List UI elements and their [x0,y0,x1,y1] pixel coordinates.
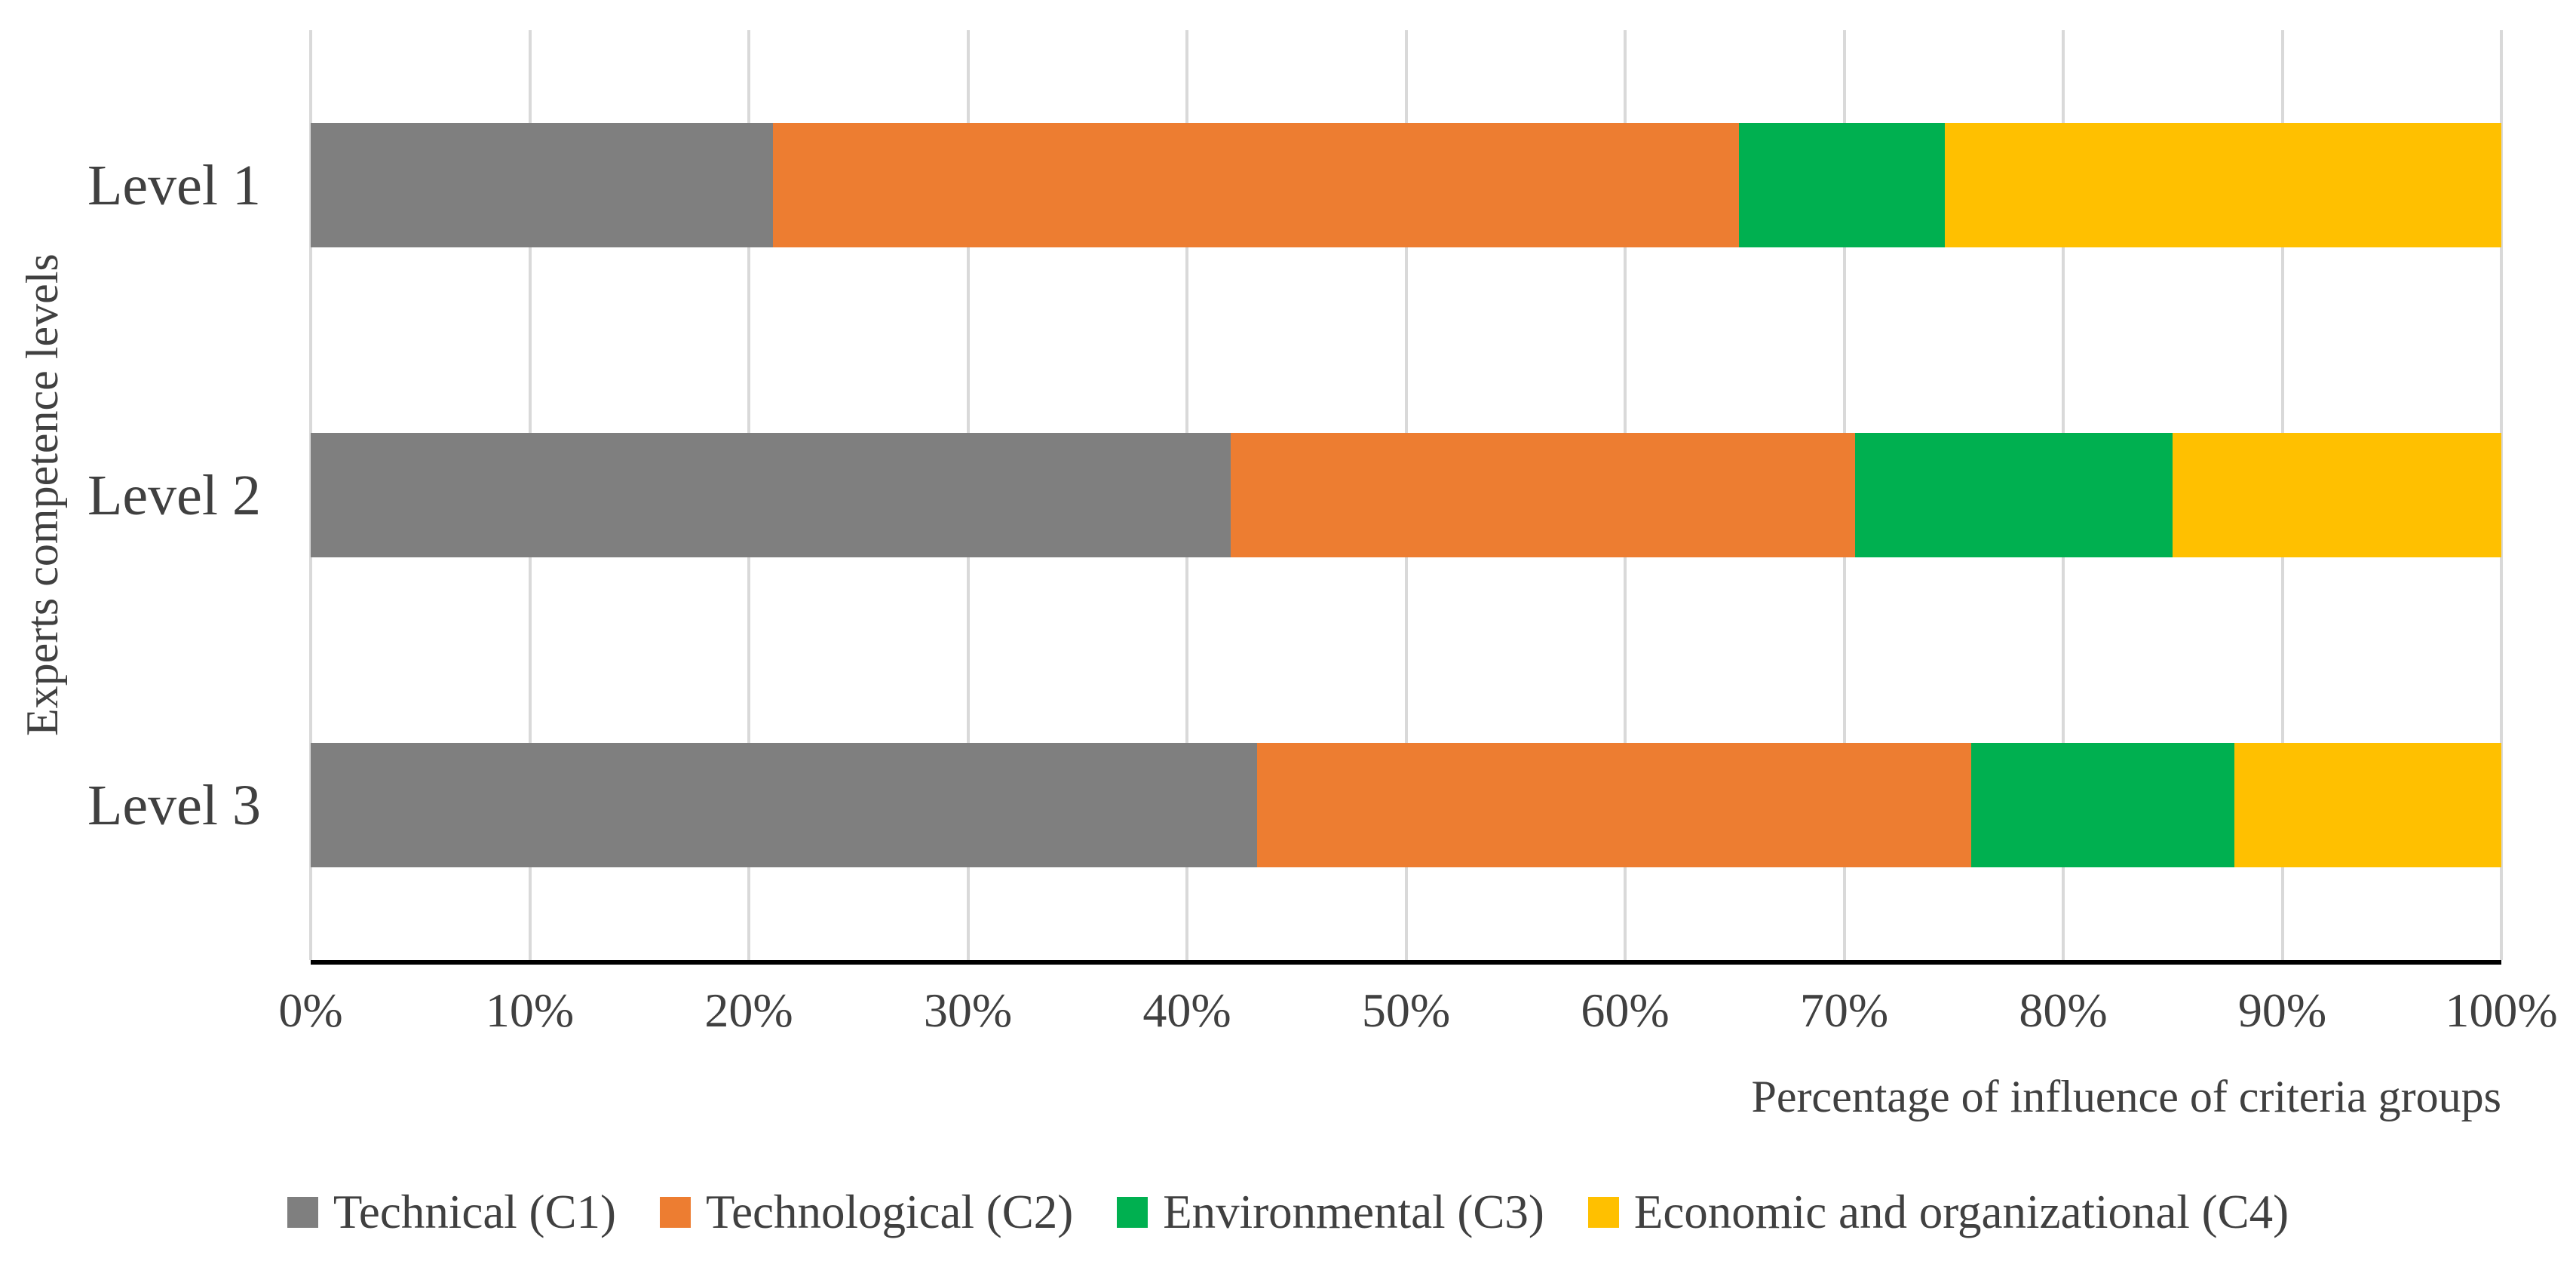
legend-swatch [1117,1196,1148,1228]
x-tick-label: 30% [923,983,1013,1037]
bar-segment [2234,743,2501,867]
legend-label: Environmental (C3) [1163,1185,1544,1238]
x-tick-label: 90% [2237,983,2327,1037]
bar-segment [1970,743,2234,867]
legend-item: Economic and organizational (C4) [1587,1185,2289,1238]
legend-item: Environmental (C3) [1117,1185,1544,1238]
x-tick-label: 10% [485,983,575,1037]
x-tick-label: 80% [2019,983,2108,1037]
x-tick-label: 20% [704,983,793,1037]
legend-item: Technical (C1) [287,1185,617,1238]
bar-segment [1945,123,2501,247]
bar-segment [311,433,1231,557]
category-label: Level 3 [87,773,261,837]
x-tick-label: 60% [1581,983,1670,1037]
bar-row [311,340,2501,650]
bar-segment [1256,743,1971,867]
bar-row [311,650,2501,960]
legend-label: Technical (C1) [333,1185,617,1238]
legend-item: Technological (C2) [660,1185,1074,1238]
bar-row [311,30,2501,340]
bar-segment [311,743,1257,867]
stacked-bar [311,123,2501,247]
x-tick-label: 100% [2445,983,2558,1037]
legend-swatch [660,1196,692,1228]
category-label: Level 1 [87,153,261,217]
legend: Technical (C1) Technological (C2) Environm… [0,1170,2576,1253]
bar-segment [2173,433,2501,557]
x-axis-title: Percentage of influence of criteria grou… [1751,1072,2501,1121]
bar-segment [1739,123,1946,247]
legend-swatch [1587,1196,1619,1228]
stacked-bar [311,743,2501,867]
gridline [2500,30,2503,960]
x-tick-label: 40% [1142,983,1231,1037]
x-tick-label: 50% [1361,983,1451,1037]
bar-segment [1231,433,1856,557]
legend-label: Technological (C2) [706,1185,1074,1238]
legend-swatch [287,1196,318,1228]
x-axis-tick-labels: 0% 10% 20% 30% 40% 50% 60% 70% 80% 90% 100% [278,983,2557,1047]
bar-segment [772,123,1740,247]
category-label: Level 2 [87,463,261,527]
x-tick-label: 70% [1799,983,1889,1037]
stacked-bar [311,433,2501,557]
bar-segment [1855,433,2173,557]
x-tick-label: 0% [278,983,343,1037]
plot-area [309,30,2503,965]
category-labels: Level 1 Level 2 Level 3 [0,30,311,960]
legend-label: Economic and organizational (C4) [1633,1185,2289,1238]
bar-segment [311,123,773,247]
